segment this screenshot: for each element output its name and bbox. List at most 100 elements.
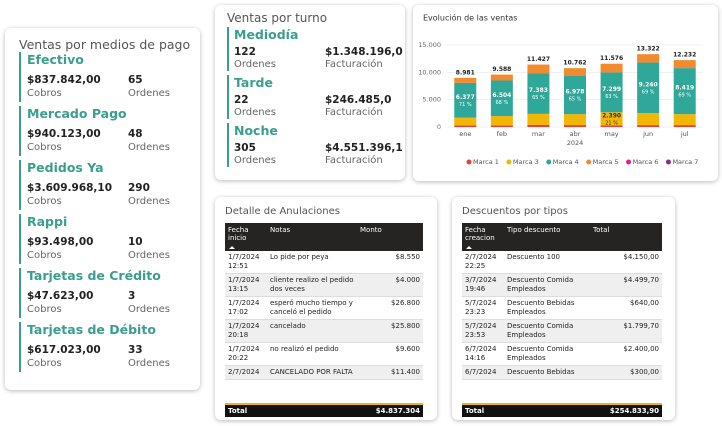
method-amount: $940.123,00: [27, 128, 101, 140]
table-cell: Descuento Comida Empleados: [507, 345, 574, 362]
data-label: 6.377: [456, 94, 475, 101]
method-orders: 65: [128, 74, 143, 86]
orders-label: Ordenes: [128, 304, 171, 315]
table-row: 1/7/2024 20:18 cancelado $25.800: [225, 320, 423, 343]
amount-label: Cobros: [27, 196, 62, 207]
total-value: $4.837.304: [375, 407, 420, 415]
bar-segment: [527, 64, 550, 74]
accent-bar: [227, 75, 229, 119]
sort-indicator: [229, 246, 235, 249]
card-title: Descuentos por tipos: [462, 206, 568, 217]
cancellations-card: Detalle de Anulaciones Fecha inicio Notas M…: [215, 197, 437, 420]
legend-label: Marca 6: [633, 158, 659, 166]
total-row: Total $254.833,90: [462, 405, 662, 417]
accent-bar: [19, 160, 21, 210]
table-body: 1/7/2024 12:51 Lo pide por peya $8.550 1/7/…: [225, 251, 423, 405]
table-cell: no realizó el pedido: [270, 345, 339, 353]
table-cell: $11.400: [391, 368, 420, 376]
card-title: Ventas por medios de pago: [19, 37, 191, 52]
orders-label: Ordenes: [128, 196, 171, 207]
table-row: 3/7/2024 19:46 Descuento Comida Empleados…: [462, 274, 662, 297]
shift-billing: $1.348.196,0: [325, 46, 403, 58]
legend-label: Marca 1: [473, 158, 499, 166]
total-label: 10.762: [563, 60, 586, 67]
bar-segment: [454, 117, 477, 126]
x-tick-label: may: [604, 130, 618, 138]
orders-label: Ordenes: [234, 107, 277, 118]
method-orders: 10: [128, 236, 143, 248]
table-cell: 5/7/2024 23:53: [465, 322, 497, 339]
method-amount: $3.609.968,10: [27, 182, 113, 194]
bar-segment: [454, 77, 477, 83]
x-axis-title: 2024: [567, 139, 584, 147]
table-row: 1/7/2024 20:22 no realizó el pedido $9.600: [225, 343, 423, 366]
shift-orders: 305: [234, 142, 256, 154]
share-label: 68 %: [496, 100, 509, 106]
accent-bar: [19, 322, 21, 372]
column-header: Tipo descuento: [507, 226, 561, 234]
method-name: Pedidos Ya: [27, 160, 104, 175]
total-label: 12.232: [673, 52, 696, 59]
accent-bar: [19, 268, 21, 318]
table-row: 5/7/2024 23:53 Descuento Comida Empleados…: [462, 320, 662, 343]
accent-bar: [19, 106, 21, 156]
bar-segment: [564, 125, 586, 127]
total-label: 11.576: [600, 55, 623, 62]
amount-label: Cobros: [27, 142, 62, 153]
share-label: 65 %: [569, 97, 582, 103]
bar-segment: [564, 114, 586, 126]
method-name: Mercado Pago: [27, 106, 127, 121]
table-cell: esperó mucho tiempo y canceló el pedido: [270, 299, 353, 316]
table-cell: 5/7/2024 23:23: [465, 299, 497, 316]
data-label: 8.419: [675, 85, 694, 92]
table-header: Fecha creacion Tipo descuento Total: [462, 223, 662, 251]
bar-segment: [527, 124, 550, 127]
bar-segment: [600, 72, 623, 113]
bar-segment: [637, 113, 660, 126]
total-value: $254.833,90: [609, 407, 659, 415]
legend-marker: [506, 159, 512, 165]
column-header: Monto: [360, 226, 382, 234]
table-cell: 1/7/2024 20:22: [228, 345, 260, 362]
accent-bar: [19, 52, 21, 102]
billing-label: Facturación: [325, 155, 383, 166]
table: Fecha creacion Tipo descuento Total 2/7/202…: [462, 223, 662, 417]
table-cell: $25.800: [391, 322, 420, 330]
method-orders: 290: [128, 182, 150, 194]
bar-segment: [490, 80, 513, 117]
legend-label: Marca 5: [593, 158, 619, 166]
x-tick-label: abr: [570, 130, 581, 138]
y-tick-label: 0: [437, 123, 441, 131]
table-header: Fecha inicio Notas Monto: [225, 223, 423, 251]
data-label: 6.504: [492, 92, 511, 99]
bar-segment: [527, 73, 550, 114]
amount-label: Cobros: [27, 358, 62, 369]
share-label: 71 %: [459, 102, 472, 108]
table-cell: Descuento Comida Empleados: [507, 276, 574, 293]
shift-card: Ventas por turno Mediodía 122 Ordenes $1.348…: [215, 5, 405, 180]
table-cell: CANCELADO POR FALTA: [270, 368, 353, 376]
total-label: Total: [228, 407, 248, 415]
bar-segment: [637, 125, 660, 127]
orders-label: Ordenes: [234, 155, 277, 166]
table-cell: $26.800: [391, 299, 420, 307]
shift-name: Noche: [234, 123, 278, 138]
bar-segment: [637, 62, 660, 114]
legend-label: Marca 4: [553, 158, 579, 166]
bar-segment: [527, 113, 550, 125]
orders-label: Ordenes: [128, 88, 171, 99]
table-row: 1/7/2024 17:02 esperó mucho tiempo y canc…: [225, 297, 423, 320]
table-cell: Descuento Bebidas: [507, 368, 575, 376]
table-cell: $640,00: [630, 299, 659, 307]
column-header: Total: [593, 226, 610, 234]
bar-segment: [600, 112, 623, 126]
bar-segment: [490, 74, 513, 81]
billing-label: Facturación: [325, 107, 383, 118]
bar-segment: [564, 68, 586, 77]
share-label: 69 %: [642, 89, 655, 95]
bar-segment: [490, 125, 513, 127]
shift-billing: $4.551.396,1: [325, 142, 403, 154]
total-label: 13.322: [637, 46, 660, 53]
